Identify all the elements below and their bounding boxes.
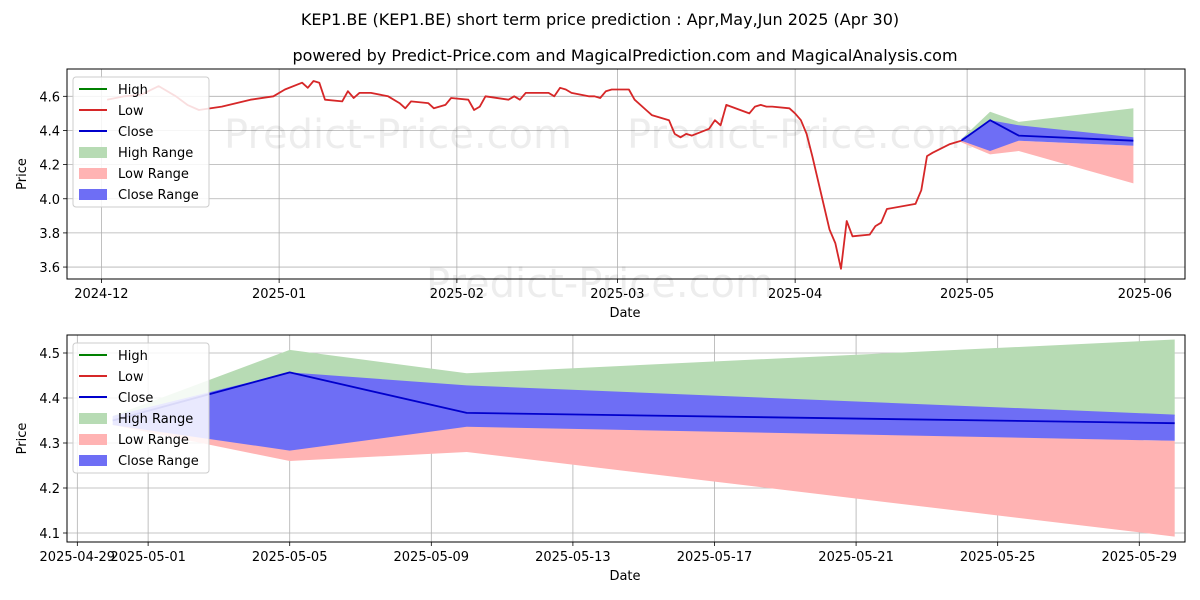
legend-label: Low: [118, 104, 144, 119]
y-tick-label: 3.8: [39, 227, 60, 242]
low-range-band: [112, 422, 1175, 537]
x-tick-label: 2025-05: [940, 287, 994, 302]
watermark-text: Predict-Price.com: [224, 112, 572, 158]
legend-swatch: [79, 147, 107, 158]
legend-swatch: [79, 168, 107, 179]
y-tick-label: 3.6: [39, 261, 60, 276]
legend-swatch: [79, 413, 107, 424]
y-tick-label: 4.0: [39, 193, 60, 208]
legend-label: Low: [118, 370, 144, 385]
x-tick-label: 2025-05-17: [677, 550, 753, 565]
y-tick-label: 4.4: [39, 124, 60, 139]
legend-label: Low Range: [118, 433, 189, 448]
legend-swatch: [79, 434, 107, 445]
watermark-text: Predict-Price.com: [627, 112, 975, 158]
y-tick-label: 4.5: [39, 347, 60, 362]
y-tick-label: 4.4: [39, 392, 60, 407]
legend-label: Close: [118, 391, 153, 406]
x-tick-label: 2025-05-29: [1101, 550, 1177, 565]
legend-label: Low Range: [118, 167, 189, 182]
y-axis-label: Price: [15, 158, 30, 190]
x-tick-label: 2025-02: [430, 287, 484, 302]
plot-area: [67, 69, 1185, 279]
x-tick-label: 2025-05-05: [252, 550, 328, 565]
legend-label: Close Range: [118, 188, 199, 203]
y-tick-label: 4.3: [39, 437, 60, 452]
x-tick-label: 2025-06: [1118, 287, 1172, 302]
low-series-line: [106, 80, 962, 270]
x-tick-label: 2025-05-01: [110, 550, 186, 565]
y-tick-label: 4.1: [39, 527, 60, 542]
chart-subtitle: powered by Predict-Price.com and Magical…: [292, 46, 957, 65]
x-tick-label: 2025-04-29: [40, 550, 116, 565]
x-tick-label: 2025-04: [768, 287, 822, 302]
x-tick-label: 2025-05-09: [394, 550, 470, 565]
legend-label: High Range: [118, 412, 193, 427]
legend-label: High: [118, 83, 148, 98]
legend-label: Close Range: [118, 454, 199, 469]
y-tick-label: 4.2: [39, 482, 60, 497]
low-range-band: [961, 140, 1134, 184]
chart-title: KEP1.BE (KEP1.BE) short term price predi…: [301, 10, 899, 29]
x-tick-label: 2025-03: [590, 287, 644, 302]
x-axis-label: Date: [609, 569, 640, 584]
x-axis-label: Date: [609, 306, 640, 321]
legend-label: High: [118, 349, 148, 364]
legend-swatch: [79, 455, 107, 466]
legend-label: High Range: [118, 146, 193, 161]
x-tick-label: 2025-05-25: [960, 550, 1036, 565]
watermark-text: Predict-Price.com: [426, 261, 774, 307]
x-tick-label: 2024-12: [74, 287, 128, 302]
y-tick-label: 4.6: [39, 90, 60, 105]
x-tick-label: 2025-01: [252, 287, 306, 302]
legend: High Low Close High Range Low Range Close Ran…: [72, 76, 210, 208]
close-series-line: [960, 119, 1134, 142]
y-axis-label: Price: [15, 423, 30, 455]
legend: High Low Close High Range Low Range Close Ran…: [72, 342, 210, 474]
main-price-panel: 2024-12 2025-01 2025-02 2025-03 2025-04 2025-…: [15, 68, 1186, 321]
x-tick-label: 2025-05-13: [535, 550, 611, 565]
y-tick-label: 4.2: [39, 159, 60, 174]
axes-frame: [66, 334, 1186, 543]
x-tick-label: 2025-05-21: [818, 550, 894, 565]
axes-frame: [66, 68, 1186, 280]
legend-swatch: [79, 189, 107, 200]
legend-label: Close: [118, 125, 153, 140]
